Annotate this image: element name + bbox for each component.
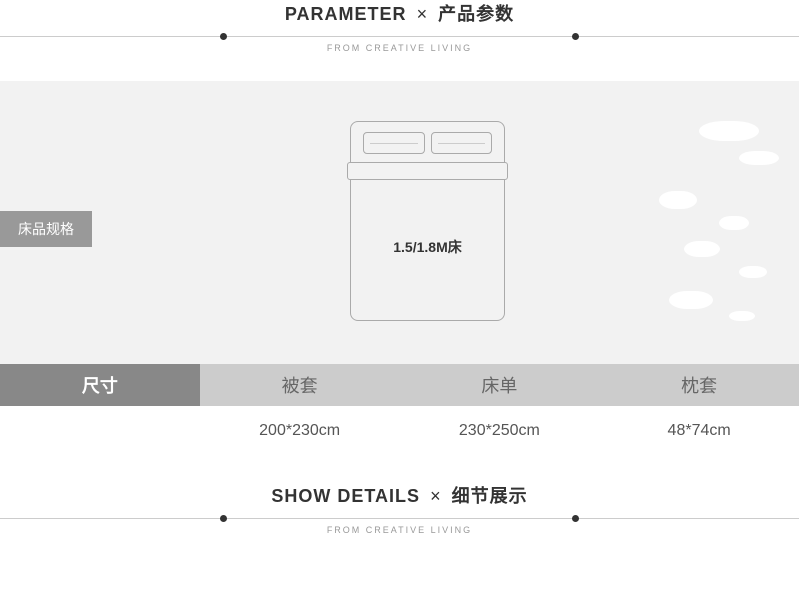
cloud-shape xyxy=(684,241,720,257)
title-cn: 产品参数 xyxy=(438,4,514,24)
divider-line xyxy=(0,36,799,37)
blanket-fold xyxy=(347,162,508,180)
cloud-shape xyxy=(699,121,759,141)
cloud-shape xyxy=(659,191,697,209)
table-header-cell: 枕套 xyxy=(599,364,799,406)
table-value-cell: 230*250cm xyxy=(400,406,600,464)
cloud-shape xyxy=(729,311,755,321)
pillow-right xyxy=(431,132,493,154)
cloud-shape xyxy=(739,151,779,165)
table-header-cell: 尺寸 xyxy=(0,364,200,406)
table-header-text: 枕套 xyxy=(599,364,799,406)
table-value-text: 200*230cm xyxy=(200,406,400,464)
spec-panel: 床品规格 1.5/1.8M床 xyxy=(0,81,799,364)
title-en: PARAMETER xyxy=(285,4,407,24)
parameter-header: PARAMETER × 产品参数 FROM CREATIVE LIVING xyxy=(0,0,799,53)
table-header-text: 被套 xyxy=(200,364,400,406)
size-table: 尺寸被套床单枕套 200*230cm230*250cm48*74cm xyxy=(0,364,799,464)
table-header-cell: 被套 xyxy=(200,364,400,406)
table-value-cell: 48*74cm xyxy=(599,406,799,464)
bed-illustration: 1.5/1.8M床 xyxy=(350,121,505,321)
pillow-left xyxy=(363,132,425,154)
table-value-cell: 200*230cm xyxy=(200,406,400,464)
table-value-cell xyxy=(0,406,200,464)
table-value-text: 230*250cm xyxy=(400,406,600,464)
table-value-row: 200*230cm230*250cm48*74cm xyxy=(0,406,799,464)
parameter-subtitle: FROM CREATIVE LIVING xyxy=(0,43,799,53)
cloud-decoration xyxy=(589,111,789,341)
table-header-text: 尺寸 xyxy=(0,364,200,406)
table-header-cell: 床单 xyxy=(400,364,600,406)
table-header-row: 尺寸被套床单枕套 xyxy=(0,364,799,406)
bed-outline: 1.5/1.8M床 xyxy=(350,121,505,321)
table-header-text: 床单 xyxy=(400,364,600,406)
cloud-shape xyxy=(739,266,767,278)
title-sep: × xyxy=(417,4,429,24)
parameter-title: PARAMETER × 产品参数 xyxy=(0,0,799,26)
details-subtitle: FROM CREATIVE LIVING xyxy=(0,525,799,535)
bed-size-label: 1.5/1.8M床 xyxy=(351,237,504,257)
spec-label: 床品规格 xyxy=(0,211,92,247)
details-header: SHOW DETAILS × 细节展示 FROM CREATIVE LIVING xyxy=(0,482,799,535)
table-value-text xyxy=(0,406,200,446)
divider-line xyxy=(0,518,799,519)
title-en: SHOW DETAILS xyxy=(271,486,420,506)
cloud-shape xyxy=(719,216,749,230)
pillow-row xyxy=(363,132,492,154)
details-title: SHOW DETAILS × 细节展示 xyxy=(0,482,799,508)
table-value-text: 48*74cm xyxy=(599,406,799,464)
cloud-shape xyxy=(669,291,713,309)
title-sep: × xyxy=(430,486,442,506)
title-cn: 细节展示 xyxy=(452,486,528,506)
